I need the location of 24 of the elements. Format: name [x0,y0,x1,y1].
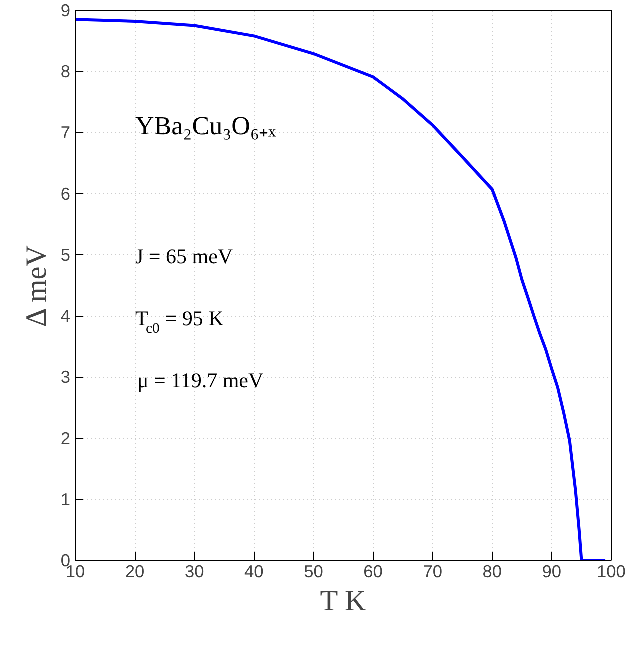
x-tick-label: 40 [244,562,264,582]
y-tick-label: 1 [60,489,71,510]
y-tick-label: 5 [60,244,71,265]
y-tick-label: 8 [60,62,71,82]
x-tick-label: 90 [542,562,562,582]
y-tick-label: 3 [60,367,71,388]
annotation: μ = 119.7 meV [138,368,264,392]
line-series [76,18,608,560]
annotation: J = 65 meV [136,244,234,268]
y-tick-label: 4 [60,306,71,326]
x-tick-label: 30 [184,562,204,582]
y-axis-title: Δ meV [20,246,53,328]
annotation: YBa₂Cu₃O₆₊ₓ [136,112,276,140]
x-tick-label: 60 [364,562,383,582]
x-axis-title: T K [320,586,366,618]
x-tick-label: 70 [423,562,442,582]
y-tick-label: 6 [60,184,71,204]
y-tick-label: 2 [60,428,71,448]
y-tick-label: 9 [60,0,71,20]
x-tick-label: 100 [597,562,626,582]
x-tick-label: 80 [482,562,502,582]
y-tick-label: 7 [60,122,71,143]
x-tick-label: 20 [125,562,145,582]
x-tick-label: 50 [304,562,324,582]
